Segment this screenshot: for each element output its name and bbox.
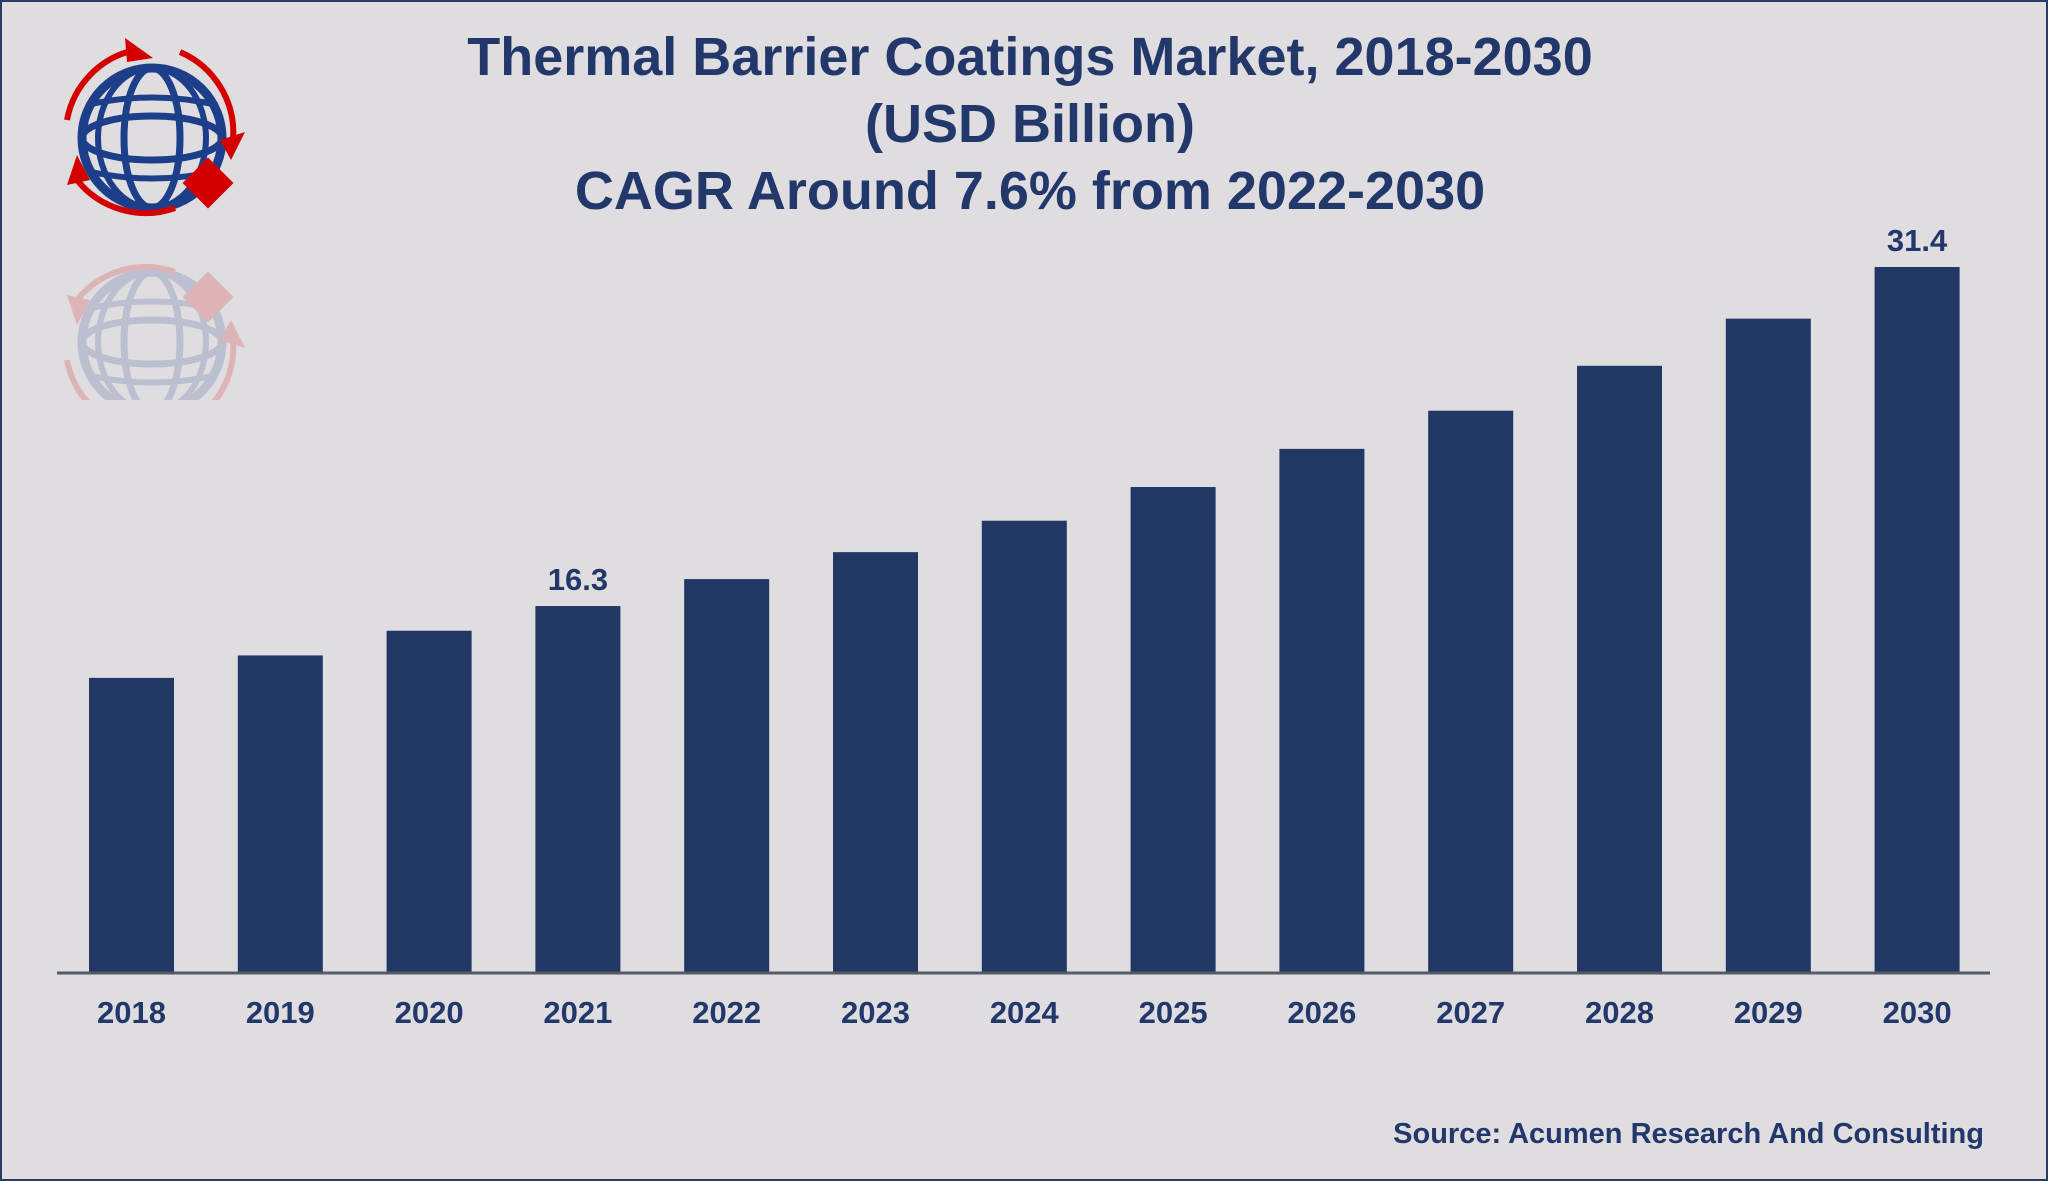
x-tick-label: 2025: [1139, 995, 1208, 1030]
data-label-2021: 16.3: [548, 562, 608, 597]
x-tick-label: 2023: [841, 995, 910, 1030]
bar-2027: [1428, 410, 1514, 972]
bar-2019: [237, 655, 323, 972]
bar-2024: [981, 520, 1067, 972]
x-tick-label: 2028: [1585, 995, 1654, 1030]
x-tick-label: 2020: [395, 995, 464, 1030]
x-tick-label: 2024: [990, 995, 1060, 1030]
bar-2026: [1279, 448, 1365, 973]
bar-2029: [1725, 318, 1811, 972]
title-line-3: CAGR Around 7.6% from 2022-2030: [574, 161, 1486, 221]
source-note: Source: Acumen Research And Consulting: [1393, 1118, 1984, 1150]
x-tick-label: 2029: [1734, 995, 1803, 1030]
title-line-1: Thermal Barrier Coatings Market, 2018-20…: [467, 27, 1593, 87]
x-tick-label: 2019: [246, 995, 315, 1030]
chart-title: Thermal Barrier Coatings Market, 2018-20…: [330, 24, 1730, 225]
bar-2023: [833, 552, 918, 972]
x-tick-label: 2026: [1287, 995, 1356, 1030]
company-logo: [55, 38, 255, 400]
bar-2018: [89, 677, 174, 972]
bar-2030: [1874, 267, 1960, 972]
title-line-2: (USD Billion): [865, 94, 1195, 154]
x-tick-label: 2022: [692, 995, 761, 1030]
x-tick-label: 2018: [97, 995, 166, 1030]
data-label-2030: 31.4: [1887, 223, 1948, 258]
x-tick-label: 2021: [543, 995, 612, 1030]
bar-2021: [535, 606, 621, 972]
x-tick-label: 2030: [1883, 995, 1952, 1030]
x-tick-label: 2027: [1436, 995, 1505, 1030]
bar-2028: [1577, 365, 1662, 972]
bar-2025: [1130, 487, 1216, 972]
bar-2022: [684, 579, 770, 972]
bar-2020: [386, 630, 472, 972]
